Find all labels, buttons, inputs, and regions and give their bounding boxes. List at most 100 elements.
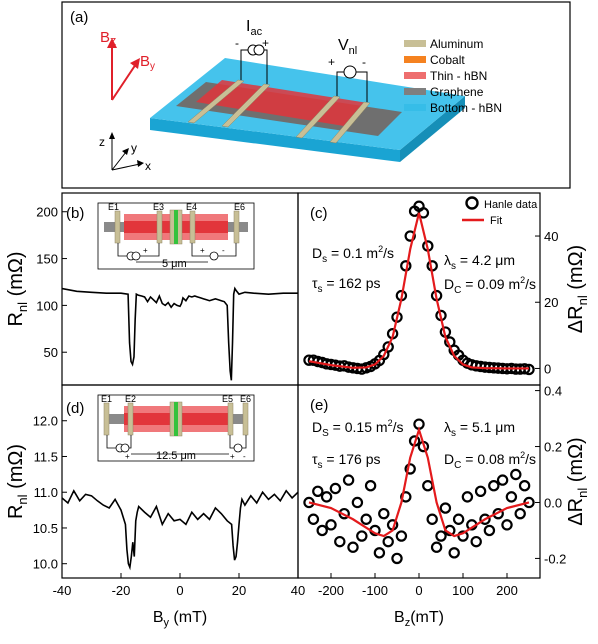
bz-label: BZ: [100, 29, 116, 48]
inset-b-label-e3: E3: [153, 202, 164, 212]
data-point-e-39: [474, 485, 487, 497]
data-point-e-3: [316, 524, 328, 537]
electrode-1: [187, 79, 245, 124]
ytick-label-e-3: 0.4: [544, 384, 562, 399]
ytick-label-e-2: 0.2: [544, 440, 562, 455]
ytick-label-b-1: 100: [36, 298, 58, 313]
inset-b-wire-2: [140, 243, 160, 257]
ytick-label-d-1: 10.5: [33, 521, 58, 536]
ytick-label-e-1: 0.0: [544, 495, 562, 510]
data-point-c-23: [404, 230, 416, 242]
ytick-label-c-1: 20: [544, 295, 558, 310]
material-legend: Aluminum Cobalt Thin - hBN Graphene Bottom -…: [404, 37, 502, 115]
inset-b-plus-2: +: [200, 246, 205, 255]
data-point-e-21: [395, 530, 408, 542]
plot-area-e: [303, 418, 535, 565]
coordinate-axes: z y x: [99, 132, 151, 173]
data-point-e-30: [435, 530, 447, 542]
data-point-e-50: [523, 496, 535, 509]
legend-label-fit: Fit: [490, 215, 502, 227]
inset-b-e1: [114, 210, 121, 244]
ytick-label-b-3: 200: [36, 205, 58, 220]
fit-line-c: [308, 212, 529, 370]
data-point-e-0: [303, 496, 315, 509]
data-point-e-14: [364, 479, 377, 492]
inset-b-wire-4: [218, 243, 237, 257]
xtick-label-d-4: 40: [291, 583, 305, 598]
panel-label-c: (c): [310, 205, 328, 222]
series-line-d: [62, 489, 298, 571]
thin-hbn-layer: [196, 80, 368, 126]
inset-d-e6: [242, 402, 249, 436]
iac-plus: +: [262, 36, 269, 50]
data-point-e-4: [320, 491, 333, 503]
legend-label-2: Thin - hBN: [430, 69, 487, 83]
vnl-label: Vnl: [338, 37, 357, 57]
panel-label-e: (e): [310, 397, 328, 414]
legend-swatch-3: [404, 88, 426, 95]
inset-d-length: 12.5 μm: [156, 450, 196, 462]
inset-d-e2: [127, 402, 134, 436]
data-point-e-13: [360, 513, 372, 525]
inset-d-label-e2: E2: [125, 394, 136, 404]
inset-d-wire-1: [106, 435, 116, 449]
electrode-4: [329, 101, 371, 144]
plot-area-c: [303, 200, 535, 376]
data-point-e-16: [373, 547, 386, 559]
data-point-e-35: [457, 530, 469, 542]
legend-label-3: Graphene: [430, 85, 484, 99]
xtick-label-d-1: -20: [112, 583, 131, 598]
panel-b-chart: 50 100 150 200 Rnl (mΩ): [5, 192, 299, 386]
electrode-2: [221, 83, 271, 128]
data-point-e-47: [510, 468, 522, 481]
param-c-lambda: λs = 4.2 μm: [444, 252, 515, 272]
data-point-e-22: [400, 491, 412, 503]
bottom-hbn-side: [400, 96, 465, 162]
iac-minus: -: [235, 36, 239, 50]
data-point-e-18: [382, 535, 394, 548]
legend-label-0: Aluminum: [430, 37, 483, 51]
data-point-e-12: [356, 530, 368, 542]
inset-d-label-e6: E6: [240, 394, 251, 404]
xtick-label-e-1: -100: [362, 583, 388, 598]
data-point-e-45: [501, 519, 513, 531]
magnetic-field-arrows: BZ By: [100, 29, 155, 101]
xlabel-d: By (mT): [153, 609, 207, 629]
series-line-b: [62, 286, 298, 381]
params-c: Ds = 0.1 m2/s τs = 162 ps λs = 4.2 μm DC…: [312, 244, 536, 296]
inset-b-wire-3: [191, 243, 210, 257]
inset-d-label-e5: E5: [222, 394, 233, 404]
vnl-minus: -: [362, 55, 366, 69]
inset-d-plus-2: +: [230, 452, 235, 461]
inset-b-source-icon-2: [131, 251, 141, 261]
inset-d-wire-4: [242, 435, 247, 449]
inset-b-e6: [233, 210, 240, 244]
z-axis-label: z: [99, 135, 105, 149]
xtick-label-e-0: -200: [318, 583, 344, 598]
data-point-e-42: [488, 479, 500, 492]
data-point-e-7: [334, 535, 346, 548]
x-axis: [111, 163, 141, 171]
data-point-e-36: [461, 491, 474, 503]
ytick-label-c-2: 40: [544, 229, 558, 244]
inset-b-length: 5 μm: [162, 258, 187, 270]
params-e: DS = 0.15 m2/s τs = 176 ps λs = 5.1 μm D…: [312, 418, 536, 471]
device: Iac - + Vnl + -: [150, 18, 465, 162]
data-point-e-49: [518, 479, 531, 492]
inset-d: E1 E2 E5 E6 + + - 12.5 μm: [97, 394, 255, 462]
legend-marker-data: [465, 196, 479, 210]
xtick-label-e-2: 0: [415, 583, 422, 598]
inset-b-e4: [189, 210, 196, 244]
inset-b-label-e4: E4: [186, 202, 197, 212]
data-point-e-5: [325, 519, 337, 531]
panel-label-b: (b): [66, 205, 84, 222]
data-point-e-23: [404, 463, 416, 475]
ytick-label-d-3: 11.5: [34, 449, 58, 464]
legend-swatch-0: [404, 40, 426, 47]
vnl-plus: +: [328, 55, 335, 69]
inset-b-plus-1: +: [143, 246, 148, 255]
panel-c-chart: 0 20 40 ΔRnl (mΩ): [297, 192, 590, 386]
xtick-label-e-4: 200: [496, 583, 518, 598]
data-point-e-27: [422, 479, 434, 492]
data-point-e-11: [351, 496, 364, 509]
